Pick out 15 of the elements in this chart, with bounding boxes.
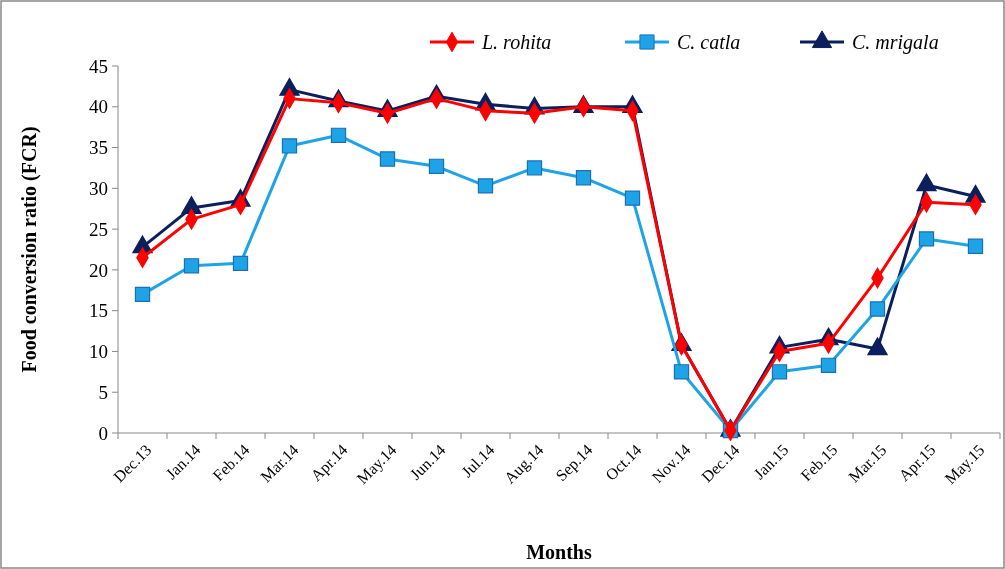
y-axis-title: Food conversion ratio (FCR)	[18, 126, 41, 373]
legend-label: L. rohita	[481, 31, 552, 53]
y-tick-label: 25	[89, 218, 108, 240]
y-tick-label: 15	[89, 300, 108, 322]
y-tick-label: 0	[98, 422, 108, 444]
y-tick-label: 30	[89, 177, 108, 199]
legend-label: C. mrigala	[852, 31, 939, 54]
legend-label: C. catla	[677, 31, 741, 53]
y-tick-label: 45	[89, 55, 108, 77]
y-tick-label: 5	[98, 381, 108, 403]
y-tick-label: 10	[89, 341, 108, 363]
y-tick-label: 40	[89, 96, 108, 118]
y-tick-label: 20	[89, 259, 108, 281]
x-axis-title: Months	[526, 541, 592, 563]
y-tick-label: 35	[89, 137, 108, 159]
